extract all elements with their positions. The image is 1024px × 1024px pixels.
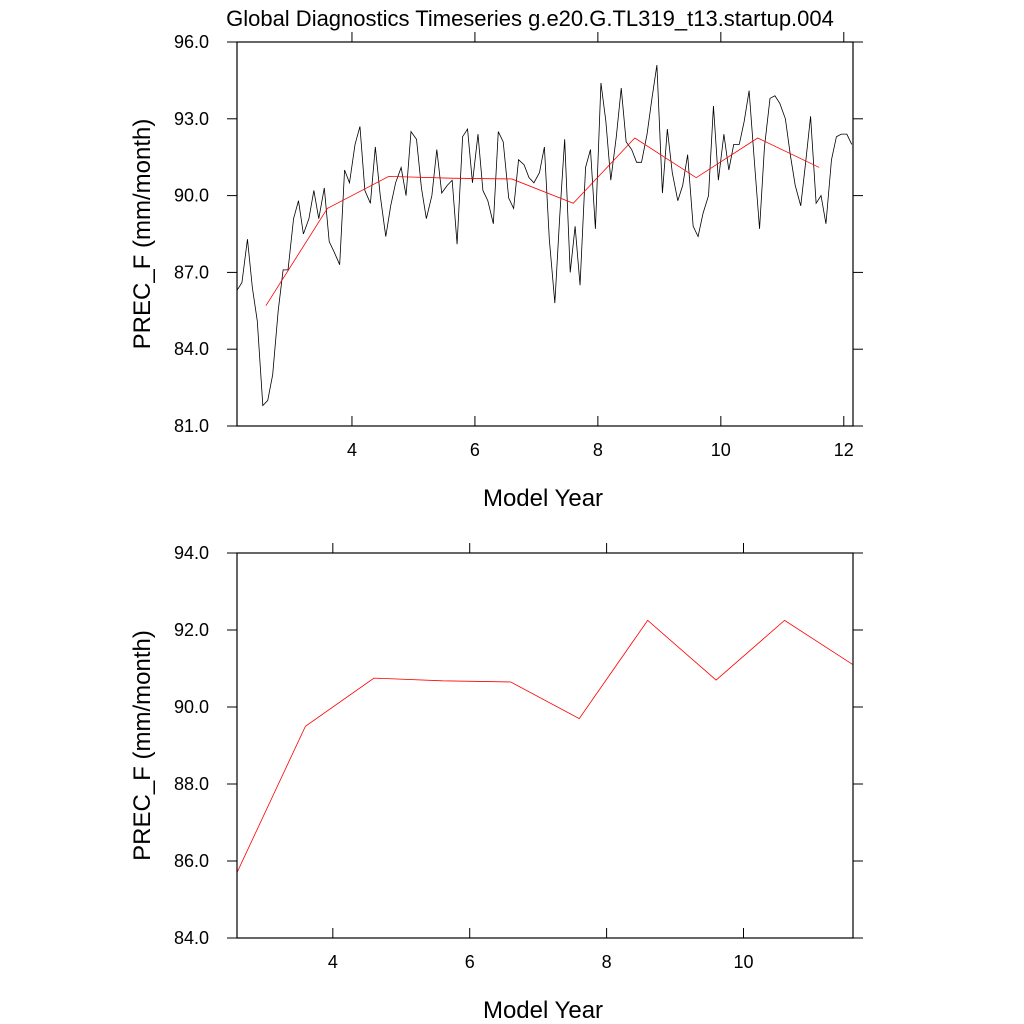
x-tick-label: 8	[602, 952, 612, 972]
x-tick-label: 10	[711, 440, 731, 460]
y-tick-label: 86.0	[174, 851, 209, 871]
x-tick-label: 6	[465, 952, 475, 972]
y-axis-label: PREC_F (mm/month)	[129, 119, 156, 350]
x-axis-label: Model Year	[483, 485, 603, 512]
y-tick-label: 90.0	[174, 697, 209, 717]
y-tick-label: 84.0	[174, 339, 209, 359]
data-line	[236, 619, 854, 873]
y-tick-label: 88.0	[174, 774, 209, 794]
plot-frame	[236, 41, 854, 427]
y-tick-label: 90.0	[174, 186, 209, 206]
y-tick-label: 84.0	[174, 928, 209, 948]
y-tick-label: 94.0	[174, 543, 209, 563]
x-axis-label: Model Year	[483, 997, 603, 1024]
plot-frame	[236, 552, 854, 939]
y-tick-label: 92.0	[174, 620, 209, 640]
y-tick-label: 87.0	[174, 262, 209, 282]
x-tick-label: 4	[328, 952, 338, 972]
chart-title: Global Diagnostics Timeseries g.e20.G.TL…	[226, 6, 834, 31]
x-tick-label: 6	[470, 440, 480, 460]
data-line	[236, 64, 853, 407]
y-tick-label: 81.0	[174, 416, 209, 436]
data-line	[265, 137, 820, 306]
x-tick-label: 4	[347, 440, 357, 460]
y-tick-label: 93.0	[174, 109, 209, 129]
x-tick-label: 10	[733, 952, 753, 972]
x-tick-label: 12	[834, 440, 854, 460]
y-axis-label: PREC_F (mm/month)	[129, 630, 156, 861]
y-tick-label: 96.0	[174, 32, 209, 52]
x-tick-label: 8	[593, 440, 603, 460]
